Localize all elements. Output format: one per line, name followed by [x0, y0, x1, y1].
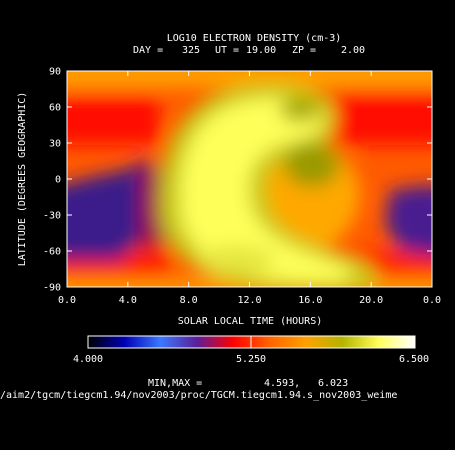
- max-value: 6.023: [318, 378, 348, 389]
- y-tick-label: 0: [55, 175, 61, 186]
- x-tick-label: 12.0: [237, 295, 261, 306]
- ut-label: UT =: [215, 45, 239, 56]
- x-tick-label: 16.0: [298, 295, 322, 306]
- colorbar-max-label: 6.500: [399, 354, 429, 365]
- day-label: DAY =: [133, 45, 163, 56]
- colorbar-mid-label: 5.250: [236, 354, 266, 365]
- x-axis-label: SOLAR LOCAL TIME (HOURS): [178, 316, 323, 327]
- density-field: [67, 71, 432, 287]
- y-tick-label: 90: [49, 67, 61, 78]
- y-axis-label: LATITUDE (DEGREES GEOGRAPHIC): [17, 92, 28, 267]
- y-tick-label: -60: [43, 247, 61, 258]
- x-tick-label: 8.0: [180, 295, 198, 306]
- chart-subtitle: DAY = 325 UT = 19.00 ZP = 2.00: [133, 45, 365, 56]
- x-axis: 0.0 4.0 8.0 12.0 16.0 20.0 0.0: [58, 71, 441, 306]
- y-tick-label: -90: [43, 283, 61, 294]
- x-tick-label: 0.0: [58, 295, 76, 306]
- colorbar-min-label: 4.000: [73, 354, 103, 365]
- day-value: 325: [182, 45, 200, 56]
- y-tick-label: 60: [49, 103, 61, 114]
- chart-title: LOG10 ELECTRON DENSITY (cm-3): [167, 33, 342, 44]
- minmax-readout: MIN,MAX = 4.593, 6.023: [148, 378, 348, 389]
- file-path: /aim2/tgcm/tiegcm1.94/nov2003/proc/TGCM.…: [0, 390, 397, 401]
- x-tick-label: 0.0: [423, 295, 441, 306]
- ut-value: 19.00: [246, 45, 276, 56]
- zp-value: 2.00: [341, 45, 365, 56]
- min-value: 4.593,: [264, 378, 300, 389]
- x-tick-label: 4.0: [119, 295, 137, 306]
- x-tick-label: 20.0: [359, 295, 383, 306]
- y-tick-label: -30: [43, 211, 61, 222]
- y-axis: 90 60 30 0 -30 -60 -90: [43, 67, 432, 294]
- y-tick-label: 30: [49, 139, 61, 150]
- zp-label: ZP =: [292, 45, 316, 56]
- minmax-label: MIN,MAX =: [148, 378, 202, 389]
